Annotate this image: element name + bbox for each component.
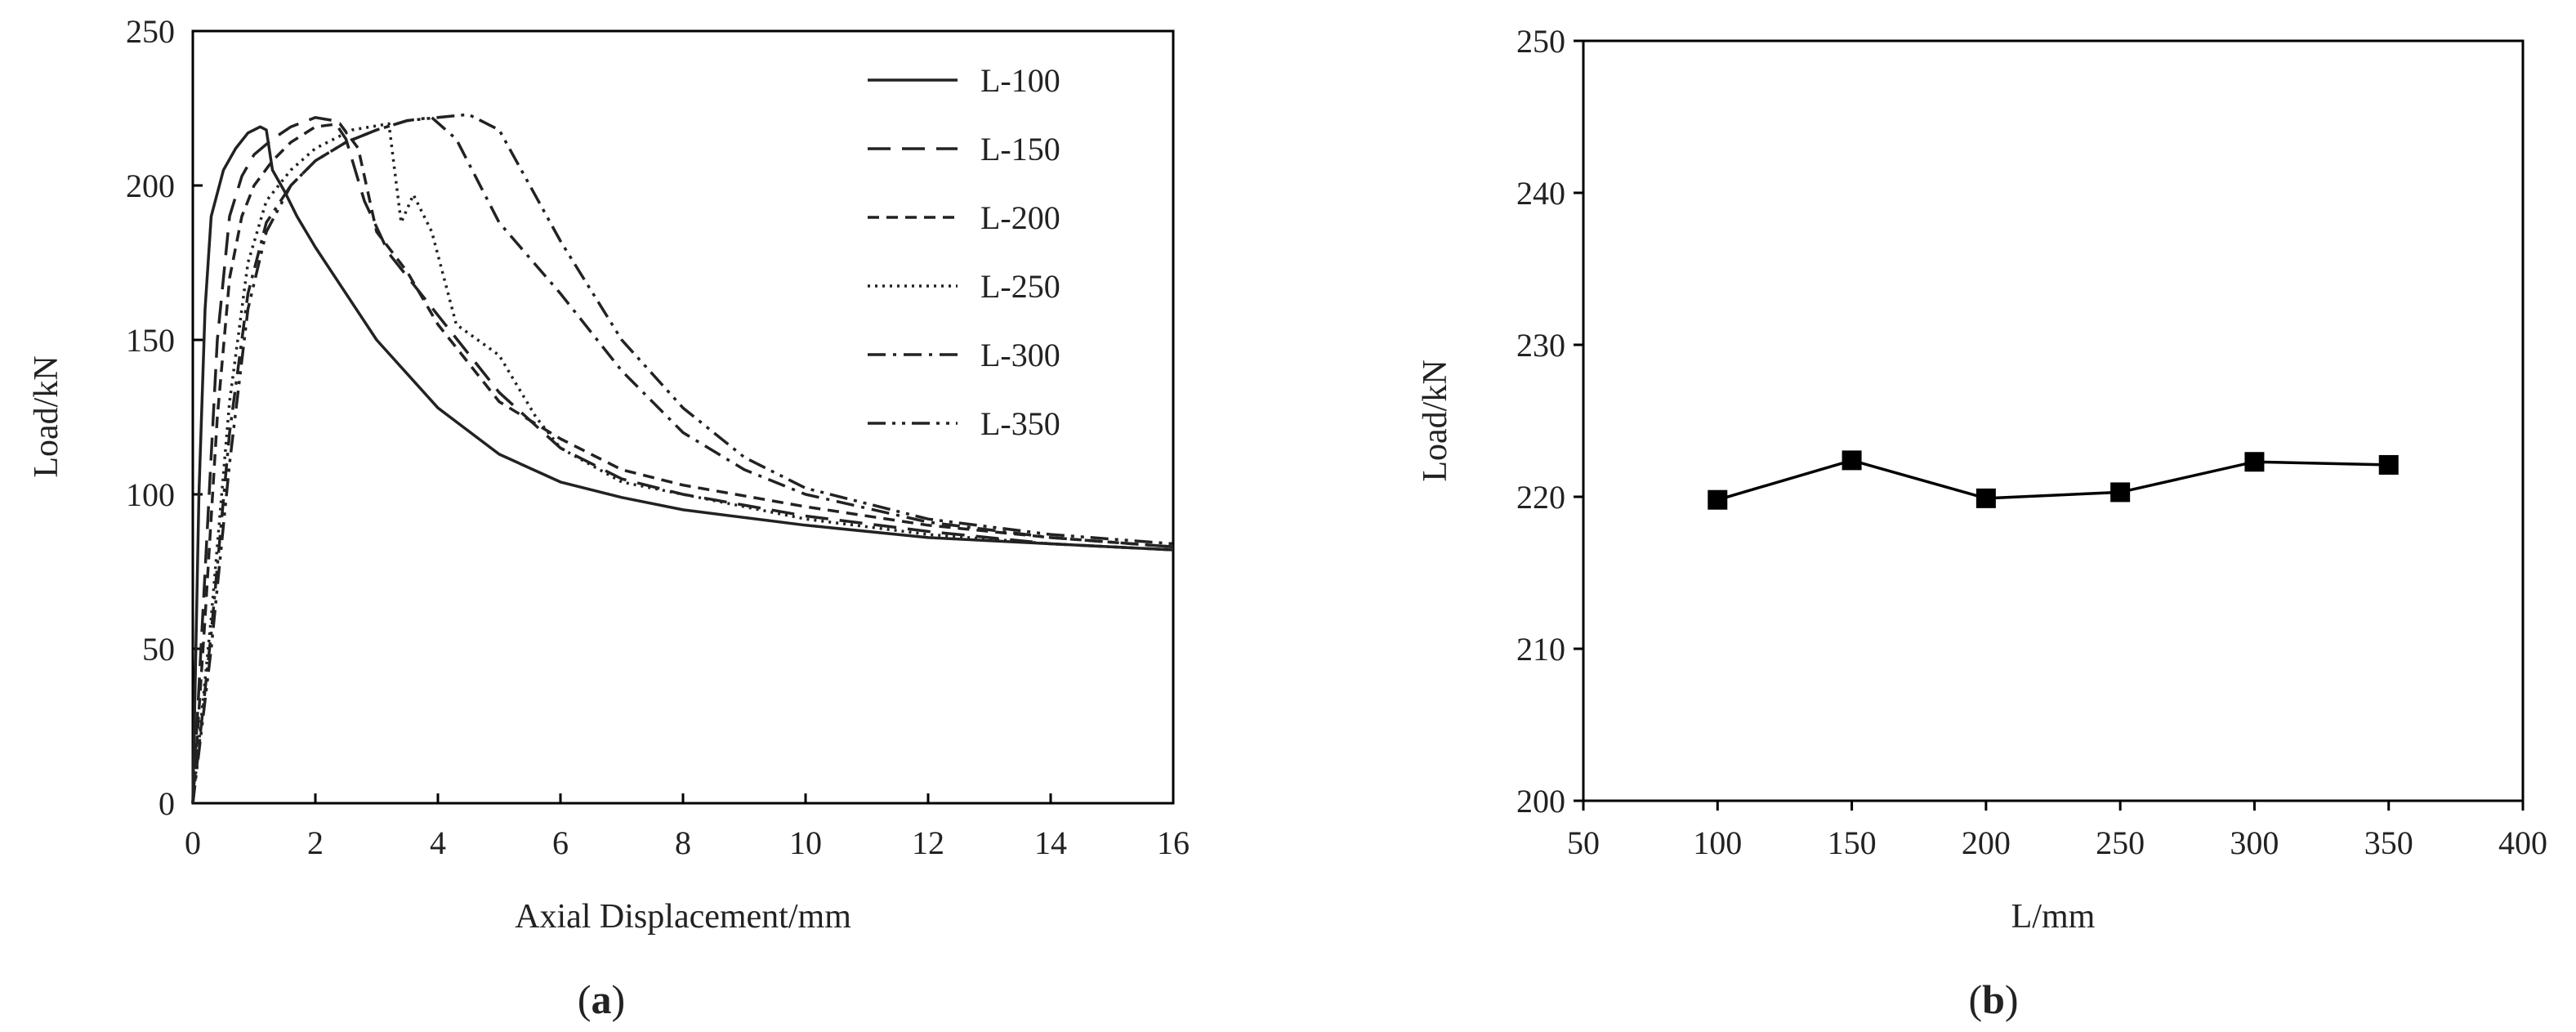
panel-label-b-open: ( xyxy=(1968,976,1982,1022)
panel-b-chart: 200 210 220 230 240 250 50 100 150 200 250 300 350 4… xyxy=(1417,23,2547,1022)
legend-label-l-250: L-250 xyxy=(980,268,1060,305)
series-line-l-100 xyxy=(191,125,1174,804)
legend-label-l-100: L-100 xyxy=(980,62,1060,99)
panel-label-a-open: ( xyxy=(578,976,592,1022)
series-line-peak-load xyxy=(1717,458,2389,502)
panel-a-chart: 0 50 100 150 200 250 0 2 4 6 8 10 12 14 16 L-100 L-150… xyxy=(28,13,1190,1022)
x-tick-label-b: 350 xyxy=(2364,824,2413,861)
x-tick-label-b: 200 xyxy=(1962,824,2011,861)
y-tick-label-b: 200 xyxy=(1516,783,1565,820)
x-axis-ticks-a: 0 2 4 6 8 10 12 14 16 xyxy=(185,793,1190,861)
x-tick-label-a: 16 xyxy=(1157,824,1190,861)
x-tick-label-b: 50 xyxy=(1567,824,1600,861)
data-point-marker xyxy=(2378,454,2399,475)
x-tick-label-a: 0 xyxy=(185,824,201,861)
x-tick-label-b: 300 xyxy=(2230,824,2279,861)
x-tick-label-a: 14 xyxy=(1034,824,1067,861)
data-point-marker xyxy=(2244,452,2265,472)
series-line-l-150 xyxy=(191,116,1174,804)
y-tick-label-a: 0 xyxy=(158,785,175,822)
series-group-b xyxy=(1708,450,2399,510)
x-tick-label-b: 150 xyxy=(1828,824,1877,861)
data-point-marker xyxy=(1842,450,1862,471)
series-line-l-350 xyxy=(191,113,1174,804)
y-tick-label-a: 150 xyxy=(126,322,175,359)
legend-label-l-350: L-350 xyxy=(980,405,1060,442)
data-point-marker xyxy=(1976,488,1996,508)
series-line-l-200 xyxy=(191,122,1174,804)
x-tick-label-a: 10 xyxy=(789,824,822,861)
x-tick-label-b: 400 xyxy=(2498,824,2547,861)
x-tick-label-a: 2 xyxy=(307,824,324,861)
y-axis-ticks-b: 200 210 220 230 240 250 xyxy=(1516,23,1583,820)
x-tick-label-a: 4 xyxy=(430,824,446,861)
series-group-a xyxy=(191,113,1174,804)
panel-label-a-close: ) xyxy=(612,976,626,1022)
panel-label-a-letter: a xyxy=(592,976,612,1022)
y-tick-label-a: 50 xyxy=(142,631,175,668)
y-tick-label-b: 230 xyxy=(1516,327,1565,364)
legend-label-l-300: L-300 xyxy=(980,337,1060,373)
x-tick-label-a: 8 xyxy=(675,824,691,861)
data-point-marker xyxy=(1708,489,1728,510)
series-line-l-250 xyxy=(191,122,1174,804)
y-tick-label-b: 220 xyxy=(1516,479,1565,516)
y-tick-label-a: 200 xyxy=(126,168,175,204)
y-tick-label-a: 100 xyxy=(126,476,175,513)
y-axis-ticks-a: 0 50 100 150 200 250 xyxy=(126,13,203,822)
x-tick-label-b: 250 xyxy=(2096,824,2145,861)
x-axis-label-b: L/mm xyxy=(2011,898,2096,936)
y-tick-label-b: 210 xyxy=(1516,631,1565,668)
legend-a: L-100 L-150 L-200 L-250 L-300 L-350 xyxy=(868,62,1060,442)
panel-label-b-close: ) xyxy=(2005,976,2019,1022)
x-tick-label-a: 6 xyxy=(552,824,569,861)
y-tick-label-b: 240 xyxy=(1516,175,1565,212)
x-tick-label-b: 100 xyxy=(1693,824,1742,861)
y-tick-label-a: 250 xyxy=(126,13,175,50)
x-axis-ticks-b: 50 100 150 200 250 300 350 400 xyxy=(1567,801,2547,861)
data-point-marker xyxy=(2110,482,2131,503)
y-tick-label-b: 250 xyxy=(1516,23,1565,60)
legend-label-l-150: L-150 xyxy=(980,131,1060,168)
x-tick-label-a: 12 xyxy=(912,824,944,861)
panel-label-a: (a) xyxy=(578,976,625,1022)
legend-label-l-200: L-200 xyxy=(980,199,1060,236)
panel-label-b: (b) xyxy=(1968,976,2018,1022)
panel-label-b-letter: b xyxy=(1982,976,2005,1022)
plot-frame-b xyxy=(1582,39,2525,802)
y-axis-label-b: Load/kN xyxy=(1417,360,1454,481)
x-axis-label-a: Axial Displacement/mm xyxy=(515,898,851,936)
y-axis-label-a: Load/kN xyxy=(28,355,65,477)
